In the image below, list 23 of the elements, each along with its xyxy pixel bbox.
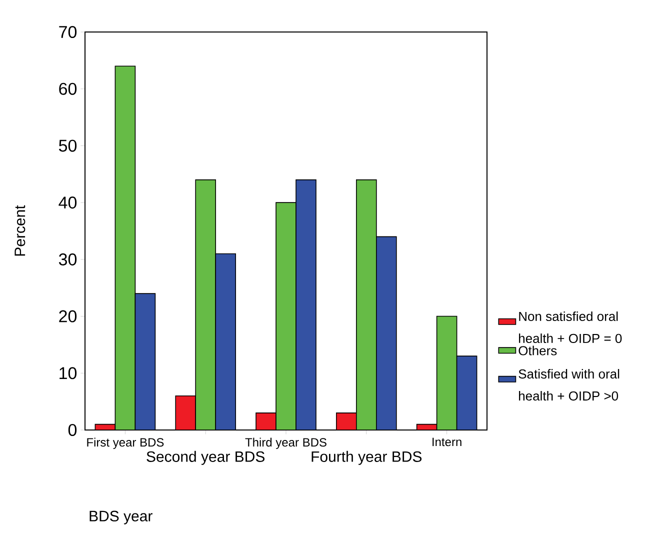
x-tick-label: Second year BDS — [146, 450, 264, 465]
bar — [296, 179, 316, 430]
bar — [215, 253, 236, 430]
x-tick-label: Intern — [432, 438, 462, 446]
y-tick-label: 20 — [59, 310, 77, 322]
y-tick-label: 70 — [59, 26, 77, 38]
x-tick-label: Third year BDS — [245, 438, 326, 449]
legend-label: Satisfied with oral health + OIDP >0 — [518, 369, 620, 401]
y-tick-label: 10 — [60, 367, 77, 380]
y-axis-title: Percent — [14, 205, 26, 256]
bar — [134, 293, 156, 430]
bar — [376, 236, 397, 430]
x-axis-title: BDS year — [90, 510, 152, 524]
legend-label: Others — [518, 346, 557, 356]
y-tick-label: 40 — [58, 196, 77, 209]
y-tick-label: 0 — [68, 424, 77, 436]
y-tick-label: 60 — [59, 82, 77, 95]
y-tick-label: 50 — [58, 140, 77, 152]
x-tick-label: First year BDS — [87, 438, 164, 449]
bar — [456, 356, 478, 430]
y-tick-label: 30 — [58, 253, 77, 266]
x-tick-label: Fourth year BDS — [312, 450, 422, 465]
legend-label: Non satisfied oral health + OIDP = 0 — [519, 311, 622, 344]
